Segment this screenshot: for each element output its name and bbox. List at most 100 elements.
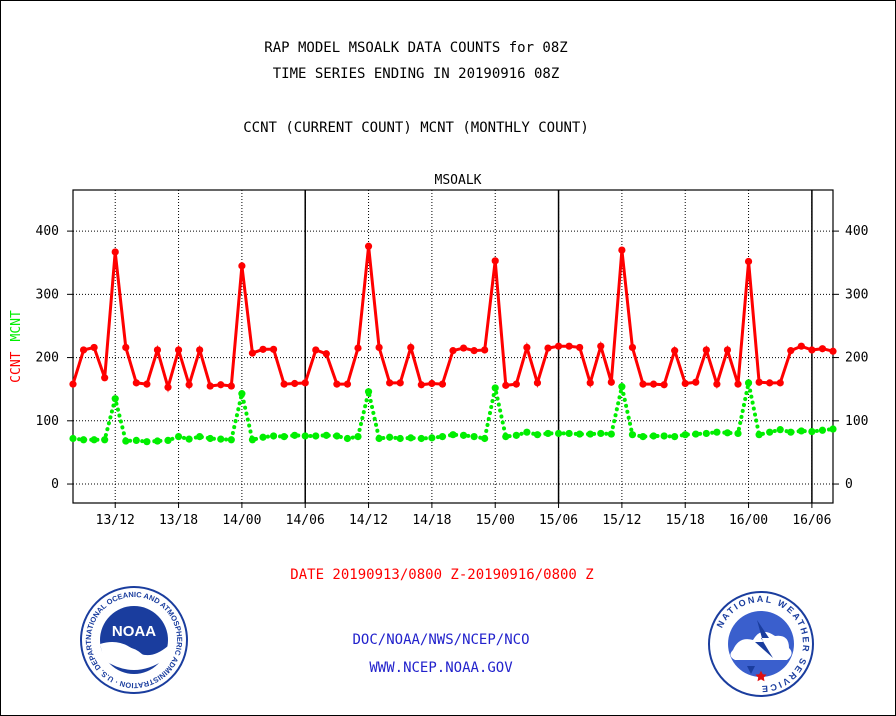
ccnt-data-point [185, 381, 193, 389]
mcnt-data-point [554, 429, 563, 438]
ccnt-data-point [818, 345, 827, 353]
mcnt-data-point [618, 383, 626, 391]
ccnt-data-point [312, 346, 320, 354]
ccnt-data-point [354, 344, 362, 352]
mcnt-data-point [576, 430, 584, 438]
ccnt-data-point [554, 342, 563, 350]
label-layer: 0 0 100 100 200 200 300 300 400 400 13/12 13/18 14/0… [9, 173, 868, 528]
y-tick-label-right: 0 [845, 477, 853, 492]
mcnt-data-point [787, 428, 795, 436]
ccnt-data-point [90, 343, 98, 352]
y-tick-label-right: 400 [845, 224, 868, 239]
ccnt-data-point [206, 382, 214, 390]
mcnt-data-point [111, 395, 119, 403]
mcnt-data-point [607, 430, 615, 438]
mcnt-data-point [470, 433, 478, 441]
mcnt-data-point [481, 434, 489, 443]
mcnt-data-point [79, 436, 88, 444]
mcnt-data-point [132, 436, 140, 444]
ccnt-data-point [744, 257, 753, 266]
mcnt-data-point [386, 433, 394, 441]
y-tick-label: 300 [36, 287, 59, 302]
mcnt-data-point [713, 428, 721, 436]
chart-station-title: MSOALK [435, 173, 482, 188]
mcnt-data-point [692, 430, 700, 438]
ccnt-data-point [565, 342, 573, 350]
mcnt-data-point [396, 434, 404, 443]
ccnt-data-point [79, 346, 88, 354]
mcnt-data-point [565, 429, 573, 438]
ccnt-data-point [227, 382, 235, 390]
ccnt-data-point [692, 378, 700, 386]
y-axis-label: CCNT MCNT [9, 310, 24, 383]
ccnt-data-point [449, 347, 457, 355]
mcnt-data-point [818, 426, 827, 434]
ccnt-data-point [829, 347, 837, 355]
y-tick-label: 100 [36, 414, 59, 429]
x-tick-label: 15/12 [602, 513, 641, 528]
mcnt-data-point [364, 388, 373, 396]
ccnt-data-point [681, 379, 689, 388]
mcnt-data-point [755, 431, 763, 439]
plot-frame [72, 189, 834, 504]
mcnt-data-point [766, 428, 774, 436]
mcnt-data-point [660, 432, 668, 440]
x-tick-label: 16/06 [792, 513, 831, 528]
mcnt-data-point [512, 431, 520, 439]
mcnt-data-point [428, 434, 436, 442]
x-axis-label: DATE 20190913/0800 Z-20190916/0800 Z [290, 567, 594, 583]
ccnt-data-point [174, 346, 183, 354]
mcnt-data-point [449, 431, 457, 439]
ccnt-data-point [101, 374, 109, 382]
y-tick-label: 400 [36, 224, 59, 239]
mcnt-data-point [723, 429, 732, 437]
mcnt-data-point [649, 432, 658, 440]
mcnt-data-point [523, 428, 531, 436]
mcnt-data-point [776, 426, 784, 434]
ccnt-data-point [196, 346, 204, 354]
mcnt-data-point [744, 379, 753, 387]
series-layer [69, 242, 837, 446]
ccnt-data-point [459, 344, 468, 352]
x-tick-label: 15/18 [666, 513, 705, 528]
mcnt-data-point [343, 434, 352, 443]
chart-subtitle: CCNT (CURRENT COUNT) MCNT (MONTHLY COUNT… [243, 120, 589, 136]
ccnt-data-point [238, 262, 246, 270]
mcnt-data-point [101, 436, 109, 444]
ccnt-data-point [291, 379, 299, 388]
y-axis-label-mcnt: MCNT [9, 310, 24, 341]
mcnt-data-point [143, 438, 151, 446]
mcnt-data-point [259, 433, 267, 441]
mcnt-data-point [829, 425, 837, 433]
mcnt-data-point [291, 431, 299, 439]
mcnt-data-point [639, 433, 647, 441]
doc-noaa-link[interactable]: DOC/NOAA/NWS/NCEP/NCO [352, 632, 530, 648]
chart-title-line1: RAP MODEL MSOALK DATA COUNTS for 08Z [264, 40, 568, 56]
mcnt-data-point [153, 437, 162, 445]
ccnt-data-point [607, 378, 615, 386]
mcnt-data-point [196, 433, 204, 441]
x-tick-label: 14/06 [286, 513, 325, 528]
x-tick-label: 15/06 [539, 513, 578, 528]
mcnt-data-point [238, 390, 246, 398]
mcnt-data-point [174, 433, 183, 441]
mcnt-data-point [797, 427, 805, 435]
mcnt-data-point [90, 436, 98, 444]
mcnt-data-point [417, 434, 425, 443]
mcnt-data-point [206, 434, 214, 443]
ccnt-data-point [713, 380, 721, 388]
ccnt-data-point [649, 380, 658, 388]
ccnt-data-point [111, 248, 119, 256]
mcnt-data-point [375, 434, 383, 443]
y-tick-label: 200 [36, 351, 59, 366]
ccnt-data-point [438, 380, 447, 388]
ccnt-data-point [628, 343, 637, 352]
ccnt-data-point [755, 378, 763, 386]
ncep-website-link[interactable]: WWW.NCEP.NOAA.GOV [369, 660, 513, 676]
ccnt-data-point [301, 379, 309, 387]
ccnt-data-point [491, 257, 499, 265]
x-tick-label: 14/18 [412, 513, 451, 528]
ccnt-data-point [797, 342, 805, 350]
ccnt-data-point [660, 381, 668, 389]
ccnt-data-point [322, 350, 330, 358]
